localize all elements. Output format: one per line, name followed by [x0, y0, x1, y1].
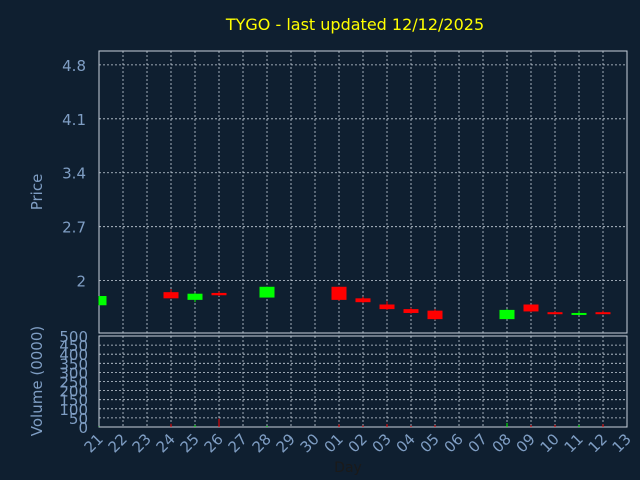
price-tick-label: 2.7 — [62, 219, 86, 237]
volume-tick-label: 300 — [59, 364, 88, 382]
candle-body — [99, 296, 107, 306]
price-panel: 2 2.7 3.4 4.1 4.8 — [62, 50, 628, 334]
volume-tick-label: 150 — [59, 392, 88, 410]
volume-axis-label: Volume (0000) — [28, 326, 46, 436]
candle-body — [187, 293, 203, 300]
volume-tick-label: 400 — [59, 346, 88, 364]
x-axis: 2122232425262728293001020304050607080910… — [81, 430, 635, 456]
candle-body — [259, 286, 275, 298]
price-tick-label: 4.8 — [62, 57, 86, 75]
candle-body — [211, 292, 227, 296]
candle-body — [331, 286, 347, 300]
volume-tick-label: 0 — [78, 419, 88, 437]
candle-body — [403, 309, 419, 313]
candle-body — [499, 309, 515, 320]
price-tick-label: 3.4 — [62, 165, 86, 183]
candle-body — [571, 312, 587, 315]
candle-body — [355, 298, 371, 303]
volume-tick-label: 250 — [59, 374, 88, 392]
candle-body — [595, 312, 611, 315]
price-axis-label: Price — [28, 174, 46, 211]
volume-tick-label: 500 — [59, 328, 88, 346]
volume-tick-label: 200 — [59, 383, 88, 401]
volume-tick-label: 100 — [59, 401, 88, 419]
volume-tick-label: 50 — [69, 410, 88, 428]
price-tick-label: 2 — [76, 273, 86, 291]
candle-body — [547, 312, 563, 315]
price-tick-label: 4.1 — [62, 111, 86, 129]
candle-body — [427, 310, 443, 320]
candle-body — [379, 304, 395, 310]
x-axis-label: Day — [334, 460, 362, 476]
candle-body — [163, 292, 179, 299]
chart-title: TYGO - last updated 12/12/2025 — [225, 15, 484, 34]
volume-tick-label: 450 — [59, 337, 88, 355]
candle-body — [523, 304, 539, 312]
volume-tick-label: 350 — [59, 355, 88, 373]
